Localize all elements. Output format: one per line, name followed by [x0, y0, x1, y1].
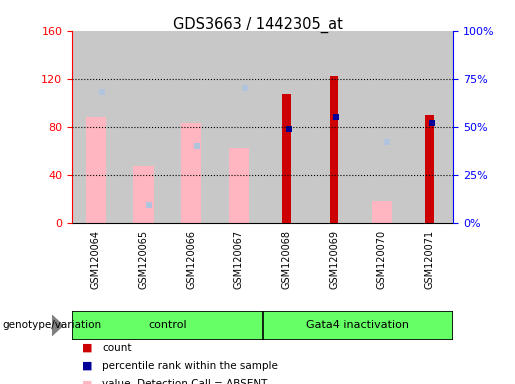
- Bar: [310, 31, 358, 223]
- Bar: [119, 31, 167, 223]
- Text: control: control: [148, 320, 186, 331]
- Bar: [86, 117, 106, 223]
- Bar: [181, 123, 201, 223]
- Bar: [133, 166, 153, 223]
- Bar: [72, 31, 119, 223]
- Bar: [358, 31, 405, 223]
- Text: percentile rank within the sample: percentile rank within the sample: [102, 361, 278, 371]
- Text: GDS3663 / 1442305_at: GDS3663 / 1442305_at: [173, 17, 342, 33]
- Text: value, Detection Call = ABSENT: value, Detection Call = ABSENT: [102, 379, 267, 384]
- Text: count: count: [102, 343, 131, 353]
- Text: ■: ■: [82, 343, 93, 353]
- Text: ■: ■: [82, 379, 93, 384]
- Bar: [282, 94, 290, 223]
- Text: genotype/variation: genotype/variation: [3, 320, 101, 331]
- Bar: [372, 201, 392, 223]
- Text: Gata4 inactivation: Gata4 inactivation: [306, 320, 409, 331]
- Bar: [215, 31, 263, 223]
- Text: ■: ■: [82, 361, 93, 371]
- Bar: [229, 148, 249, 223]
- Bar: [425, 115, 434, 223]
- Bar: [405, 31, 453, 223]
- Bar: [330, 76, 338, 223]
- Bar: [167, 31, 215, 223]
- Polygon shape: [52, 315, 63, 336]
- Bar: [263, 31, 310, 223]
